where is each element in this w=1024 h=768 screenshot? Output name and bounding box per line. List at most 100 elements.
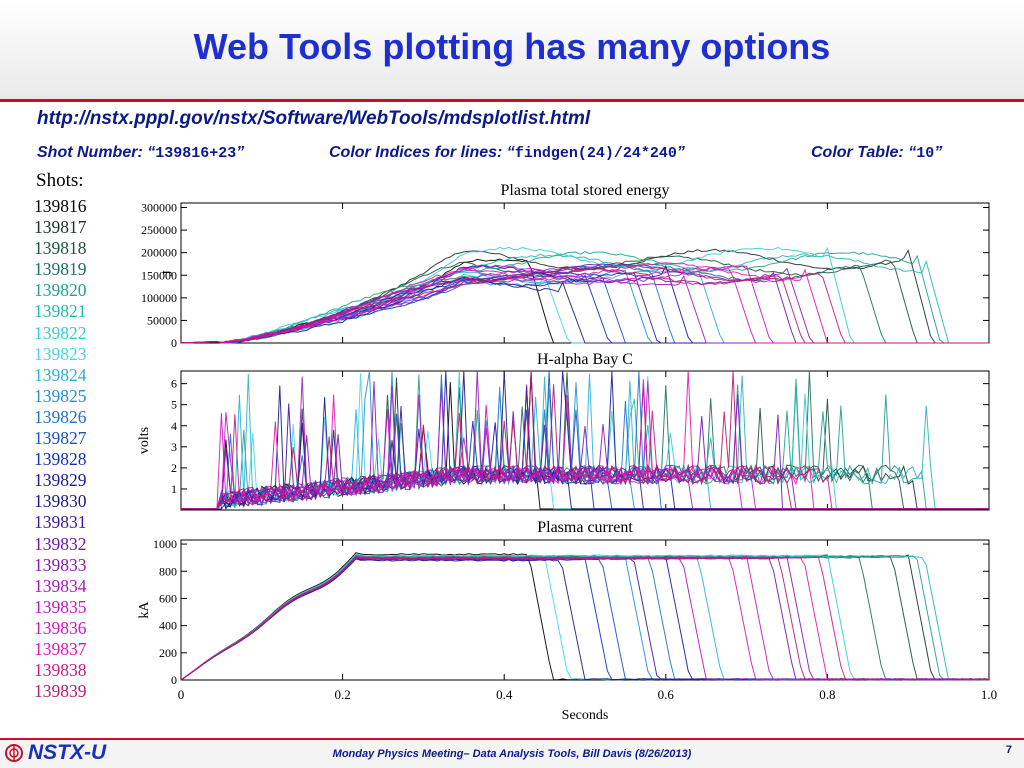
series-line-139831 [180, 556, 990, 681]
series-line-139819 [180, 555, 990, 681]
series-line-139816 [180, 258, 989, 344]
option-close: ” [236, 144, 245, 161]
x-tick-label: 0.6 [658, 687, 675, 702]
panel-title: Plasma total stored energy [501, 182, 670, 199]
series-line-139823 [180, 273, 989, 344]
shot-legend-item: 139836 [34, 617, 87, 638]
series-line-139822 [180, 553, 990, 681]
series-line-139830 [180, 558, 990, 681]
shot-legend-item: 139837 [34, 638, 87, 659]
panel-title: Plasma current [537, 519, 633, 536]
shot-legend-item: 139826 [34, 406, 87, 427]
series-line-139832 [180, 556, 990, 681]
shot-legend-item: 139824 [34, 364, 87, 385]
series-line-139838 [180, 555, 990, 681]
series-line-139826 [180, 556, 990, 681]
series-line-139818 [181, 372, 989, 510]
x-tick-label: 0.4 [496, 687, 513, 702]
y-axis-label: kA [137, 601, 152, 619]
series-line-139833 [180, 266, 989, 344]
y-axis-label: volts [137, 427, 152, 454]
shot-legend-item: 139838 [34, 660, 87, 681]
y-tick-label: 6 [171, 377, 177, 391]
series-line-139833 [180, 556, 990, 681]
y-tick-label: 200000 [141, 246, 177, 260]
shot-legend-item: 139832 [34, 533, 87, 554]
nstx-logo-text: NSTX-U [28, 741, 107, 764]
series-line-139828 [180, 557, 990, 681]
series-line-139829 [181, 370, 989, 510]
x-tick-label: 1.0 [981, 687, 997, 702]
y-tick-label: 800 [159, 564, 177, 578]
shot-legend-item: 139835 [34, 596, 87, 617]
series-line-139824 [181, 373, 989, 511]
series-line-139823 [180, 555, 990, 681]
series-line-139827 [180, 556, 990, 681]
y-tick-label: 0 [171, 336, 177, 350]
option-shot-number: Shot Number: “139816+23” [37, 144, 244, 162]
series-line-139823 [181, 373, 989, 510]
series-line-139825 [181, 370, 989, 510]
series-line-139827 [181, 370, 989, 510]
series-line-139830 [180, 277, 989, 344]
footer-divider [0, 738, 1024, 740]
webtools-url[interactable]: http://nstx.pppl.gov/nstx/Software/WebTo… [37, 108, 591, 129]
x-tick-label: 0.8 [819, 687, 835, 702]
x-tick-label: 0.2 [334, 687, 350, 702]
shot-legend: 139816 139817 139818 139819 139820 139821 1398… [34, 196, 87, 702]
footer-text: Monday Physics Meeting– Data Analysis To… [332, 748, 692, 760]
series-line-139837 [180, 555, 990, 681]
y-tick-label: 200 [159, 646, 177, 660]
shot-legend-item: 139818 [34, 238, 87, 259]
shot-legend-item: 139828 [34, 449, 87, 470]
option-color-indices: Color Indices for lines: “findgen(24)/24… [329, 144, 685, 162]
shot-legend-item: 139834 [34, 575, 87, 596]
series-line-139822 [181, 370, 989, 510]
series-line-139831 [181, 373, 989, 510]
series-line-139830 [181, 370, 989, 510]
option-close: ” [676, 144, 685, 161]
series-line-139817 [181, 372, 989, 510]
nstx-logo-icon [5, 744, 23, 762]
shot-legend-item: 139822 [34, 322, 87, 343]
shot-legend-item: 139819 [34, 259, 87, 280]
y-tick-label: 100000 [141, 291, 177, 305]
series-line-139821 [180, 554, 990, 681]
option-color-table: Color Table: “10” [811, 144, 942, 162]
y-tick-label: 4 [171, 419, 177, 433]
y-tick-label: 400 [159, 619, 177, 633]
y-tick-label: 1000 [153, 537, 177, 551]
y-tick-label: 5 [171, 398, 177, 412]
shot-legend-item: 139829 [34, 470, 87, 491]
series-line-139826 [181, 370, 989, 510]
shot-legend-item: 139817 [34, 217, 87, 238]
shot-legend-item: 139820 [34, 280, 87, 301]
panel-frame [180, 539, 990, 681]
option-label: Shot Number: “ [37, 144, 156, 161]
panel-frame [180, 370, 990, 511]
y-tick-label: 2 [171, 461, 177, 475]
shot-legend-item: 139839 [34, 681, 87, 702]
series-line-139817 [180, 554, 990, 681]
y-tick-label: 150000 [141, 268, 177, 282]
series-line-139821 [181, 375, 989, 510]
option-close: ” [934, 144, 943, 161]
series-line-139839 [180, 266, 989, 344]
series-line-139828 [180, 274, 989, 344]
series-line-139816 [180, 552, 990, 681]
shot-legend-item: 139821 [34, 301, 87, 322]
series-line-139819 [181, 370, 989, 510]
series-line-139818 [180, 554, 990, 681]
series-line-139836 [181, 379, 989, 510]
y-tick-label: 300000 [141, 201, 177, 215]
plot-area: Plasma total stored energyJ0500001000001… [137, 182, 997, 723]
y-tick-label: 600 [159, 591, 177, 605]
option-code: 10 [916, 145, 935, 162]
option-code: 139816+23 [155, 145, 237, 162]
series-line-139820 [180, 250, 989, 344]
option-code: findgen(24)/24*240 [514, 145, 677, 162]
shot-legend-item: 139823 [34, 343, 87, 364]
series-line-139834 [181, 376, 989, 510]
series-line-139825 [180, 556, 990, 681]
series-line-139824 [180, 556, 990, 681]
